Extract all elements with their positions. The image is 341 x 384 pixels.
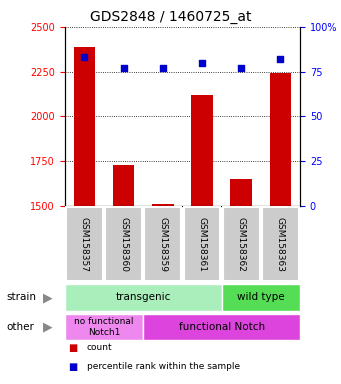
Point (121, 65, 126, 71)
Text: GSM158359: GSM158359 (158, 217, 167, 272)
Point (160, 65, 166, 71)
Bar (65, 284, 222, 311)
Bar (152, 204, 174, 206)
Text: GDS2848 / 1460725_at: GDS2848 / 1460725_at (90, 10, 251, 23)
Text: wild type: wild type (237, 292, 285, 303)
Text: GSM158361: GSM158361 (197, 217, 207, 272)
Bar (144, 207, 181, 281)
Bar (191, 95, 213, 206)
Text: GSM158360: GSM158360 (119, 217, 128, 272)
Point (82, 54, 87, 60)
Bar (113, 165, 134, 206)
Text: count: count (87, 343, 113, 352)
Point (238, 65, 244, 71)
Bar (262, 207, 299, 281)
Text: strain: strain (7, 292, 37, 303)
Bar (66, 207, 103, 281)
Text: other: other (7, 322, 35, 332)
Text: ▶: ▶ (43, 321, 53, 333)
Bar (183, 207, 221, 281)
Text: ▶: ▶ (43, 291, 53, 304)
Text: GSM158363: GSM158363 (276, 217, 285, 272)
Bar (231, 179, 252, 206)
Text: ■: ■ (68, 362, 77, 372)
Point (278, 56, 283, 62)
Point (199, 60, 205, 66)
Text: ■: ■ (68, 343, 77, 353)
Text: GSM158362: GSM158362 (237, 217, 246, 272)
Text: transgenic: transgenic (116, 292, 171, 303)
Bar (105, 207, 142, 281)
Bar (223, 207, 260, 281)
Bar (143, 314, 300, 340)
Text: functional Notch: functional Notch (179, 322, 265, 332)
Text: percentile rank within the sample: percentile rank within the sample (87, 362, 240, 371)
Bar (65, 314, 143, 340)
Bar (270, 73, 291, 206)
Bar (222, 284, 300, 311)
Text: GSM158357: GSM158357 (80, 217, 89, 272)
Bar (74, 46, 95, 206)
Text: no functional
Notch1: no functional Notch1 (74, 317, 134, 337)
